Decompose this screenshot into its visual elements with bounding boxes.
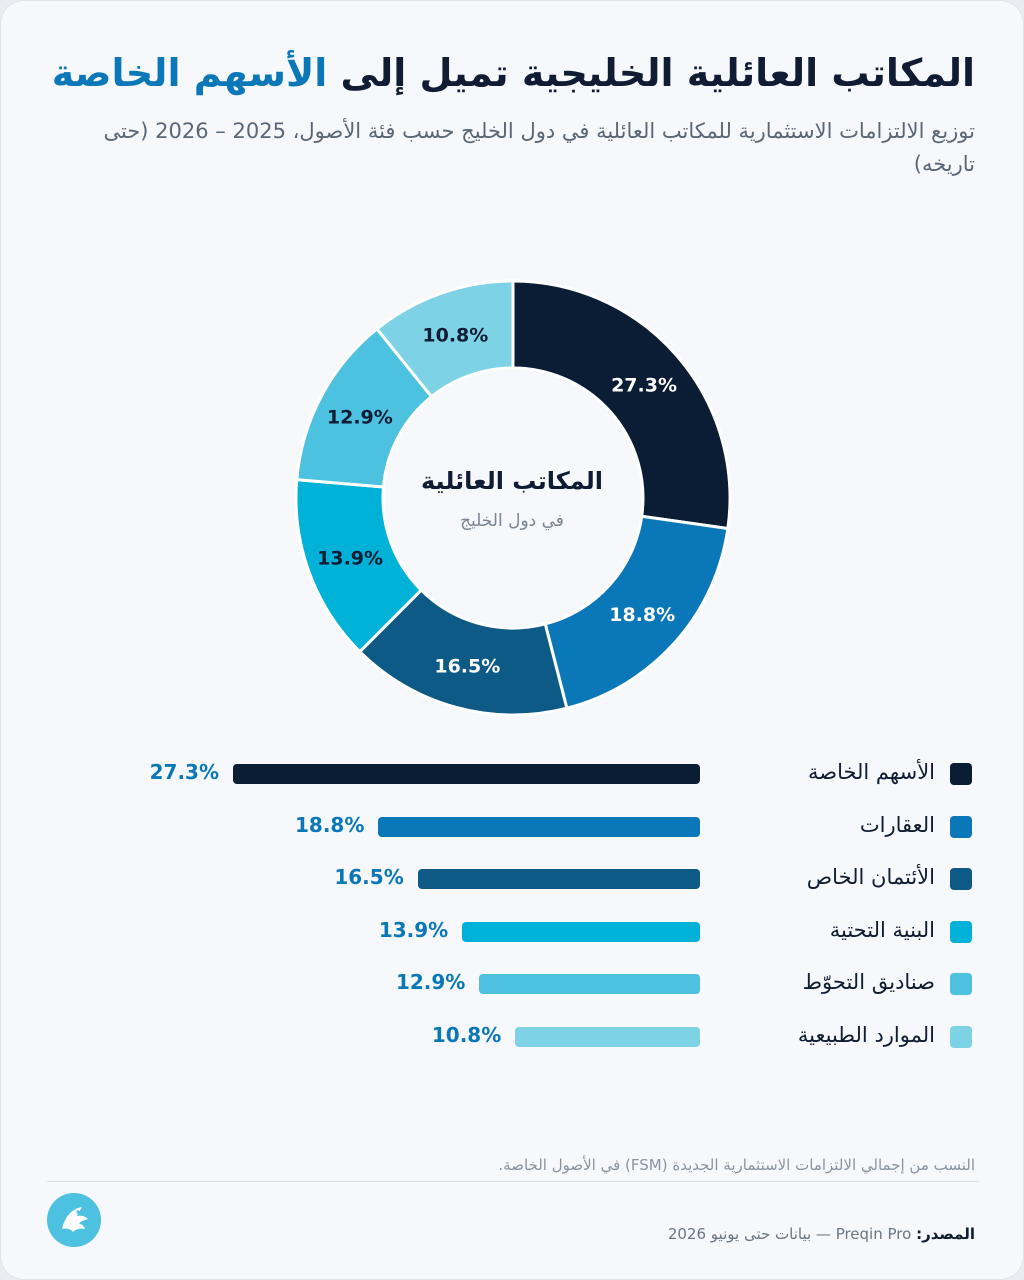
legend-bar bbox=[233, 764, 700, 784]
legend-bar bbox=[462, 921, 700, 942]
source-text: Preqin Pro — بيانات حتى يونيو 2026 bbox=[667, 1225, 912, 1243]
legend-swatch bbox=[950, 1026, 972, 1048]
legend-bar bbox=[378, 816, 700, 837]
legend-row: الأسهم الخاصة 27.3% bbox=[1, 754, 1024, 794]
slice-value-label: 18.8% bbox=[609, 604, 675, 626]
legend-label: البنية التحتية bbox=[829, 917, 935, 942]
legend-value: 27.3% bbox=[149, 760, 219, 784]
slice-value-label: 27.3% bbox=[611, 374, 677, 396]
footer-divider bbox=[47, 1181, 979, 1182]
title-main: المكاتب العائلية الخليجية تميل إلى bbox=[340, 51, 975, 95]
footnote: النسب من إجمالي الالتزامات الاستثمارية ا… bbox=[498, 1156, 975, 1174]
donut-center-title: المكاتب العائلية bbox=[420, 467, 604, 495]
legend-row: الأئتمان الخاص 16.5% bbox=[1, 859, 1024, 899]
legend-row: صناديق التحوّط 12.9% bbox=[1, 964, 1024, 1004]
falcon-logo-icon bbox=[47, 1193, 101, 1247]
title-accent: الأسهم الخاصة bbox=[51, 51, 328, 95]
legend-row: البنية التحتية 13.9% bbox=[1, 912, 1024, 952]
legend-value: 13.9% bbox=[378, 917, 449, 942]
legend-value: 10.8% bbox=[431, 1023, 502, 1047]
legend-label: الأسهم الخاصة bbox=[807, 760, 935, 784]
donut-chart: 27.3% 18.8% 16.5% 13.9% 12.9% 10.8% bbox=[294, 279, 732, 717]
legend-value: 12.9% bbox=[395, 970, 466, 995]
legend-swatch bbox=[950, 815, 972, 838]
legend-label: صناديق التحوّط bbox=[802, 970, 935, 995]
legend-bar bbox=[417, 869, 700, 890]
legend-label: الأئتمان الخاص bbox=[806, 865, 935, 890]
donut-slice bbox=[374, 279, 515, 399]
legend-row: العقارات 18.8% bbox=[1, 807, 1024, 847]
legend-bar bbox=[479, 974, 700, 995]
page-title: المكاتب العائلية الخليجية تميل إلى الأسه… bbox=[52, 51, 975, 95]
slice-value-label: 10.8% bbox=[422, 324, 488, 346]
legend-bar bbox=[515, 1027, 700, 1047]
page-subtitle: توزيع الالتزامات الاستثمارية للمكاتب الع… bbox=[103, 119, 975, 176]
legend-swatch bbox=[950, 920, 972, 943]
slice-value-label: 13.9% bbox=[317, 548, 383, 570]
source-line: المصدر: Preqin Pro — بيانات حتى يونيو 20… bbox=[668, 1225, 975, 1243]
slice-value-label: 12.9% bbox=[327, 406, 393, 428]
legend-label: الموارد الطبيعية bbox=[797, 1023, 935, 1047]
legend-swatch bbox=[950, 973, 972, 996]
donut-slice bbox=[511, 279, 732, 531]
slice-value-label: 16.5% bbox=[434, 655, 500, 677]
donut-center-subtitle: في دول الخليج bbox=[460, 511, 564, 531]
legend-value: 18.8% bbox=[295, 812, 365, 837]
legend-value: 16.5% bbox=[334, 865, 404, 890]
legend-swatch bbox=[950, 763, 972, 785]
source-label: المصدر: bbox=[916, 1225, 975, 1243]
legend-row: الموارد الطبيعية 10.8% bbox=[1, 1017, 1024, 1057]
legend-label: العقارات bbox=[859, 812, 935, 837]
legend-swatch bbox=[950, 868, 972, 891]
